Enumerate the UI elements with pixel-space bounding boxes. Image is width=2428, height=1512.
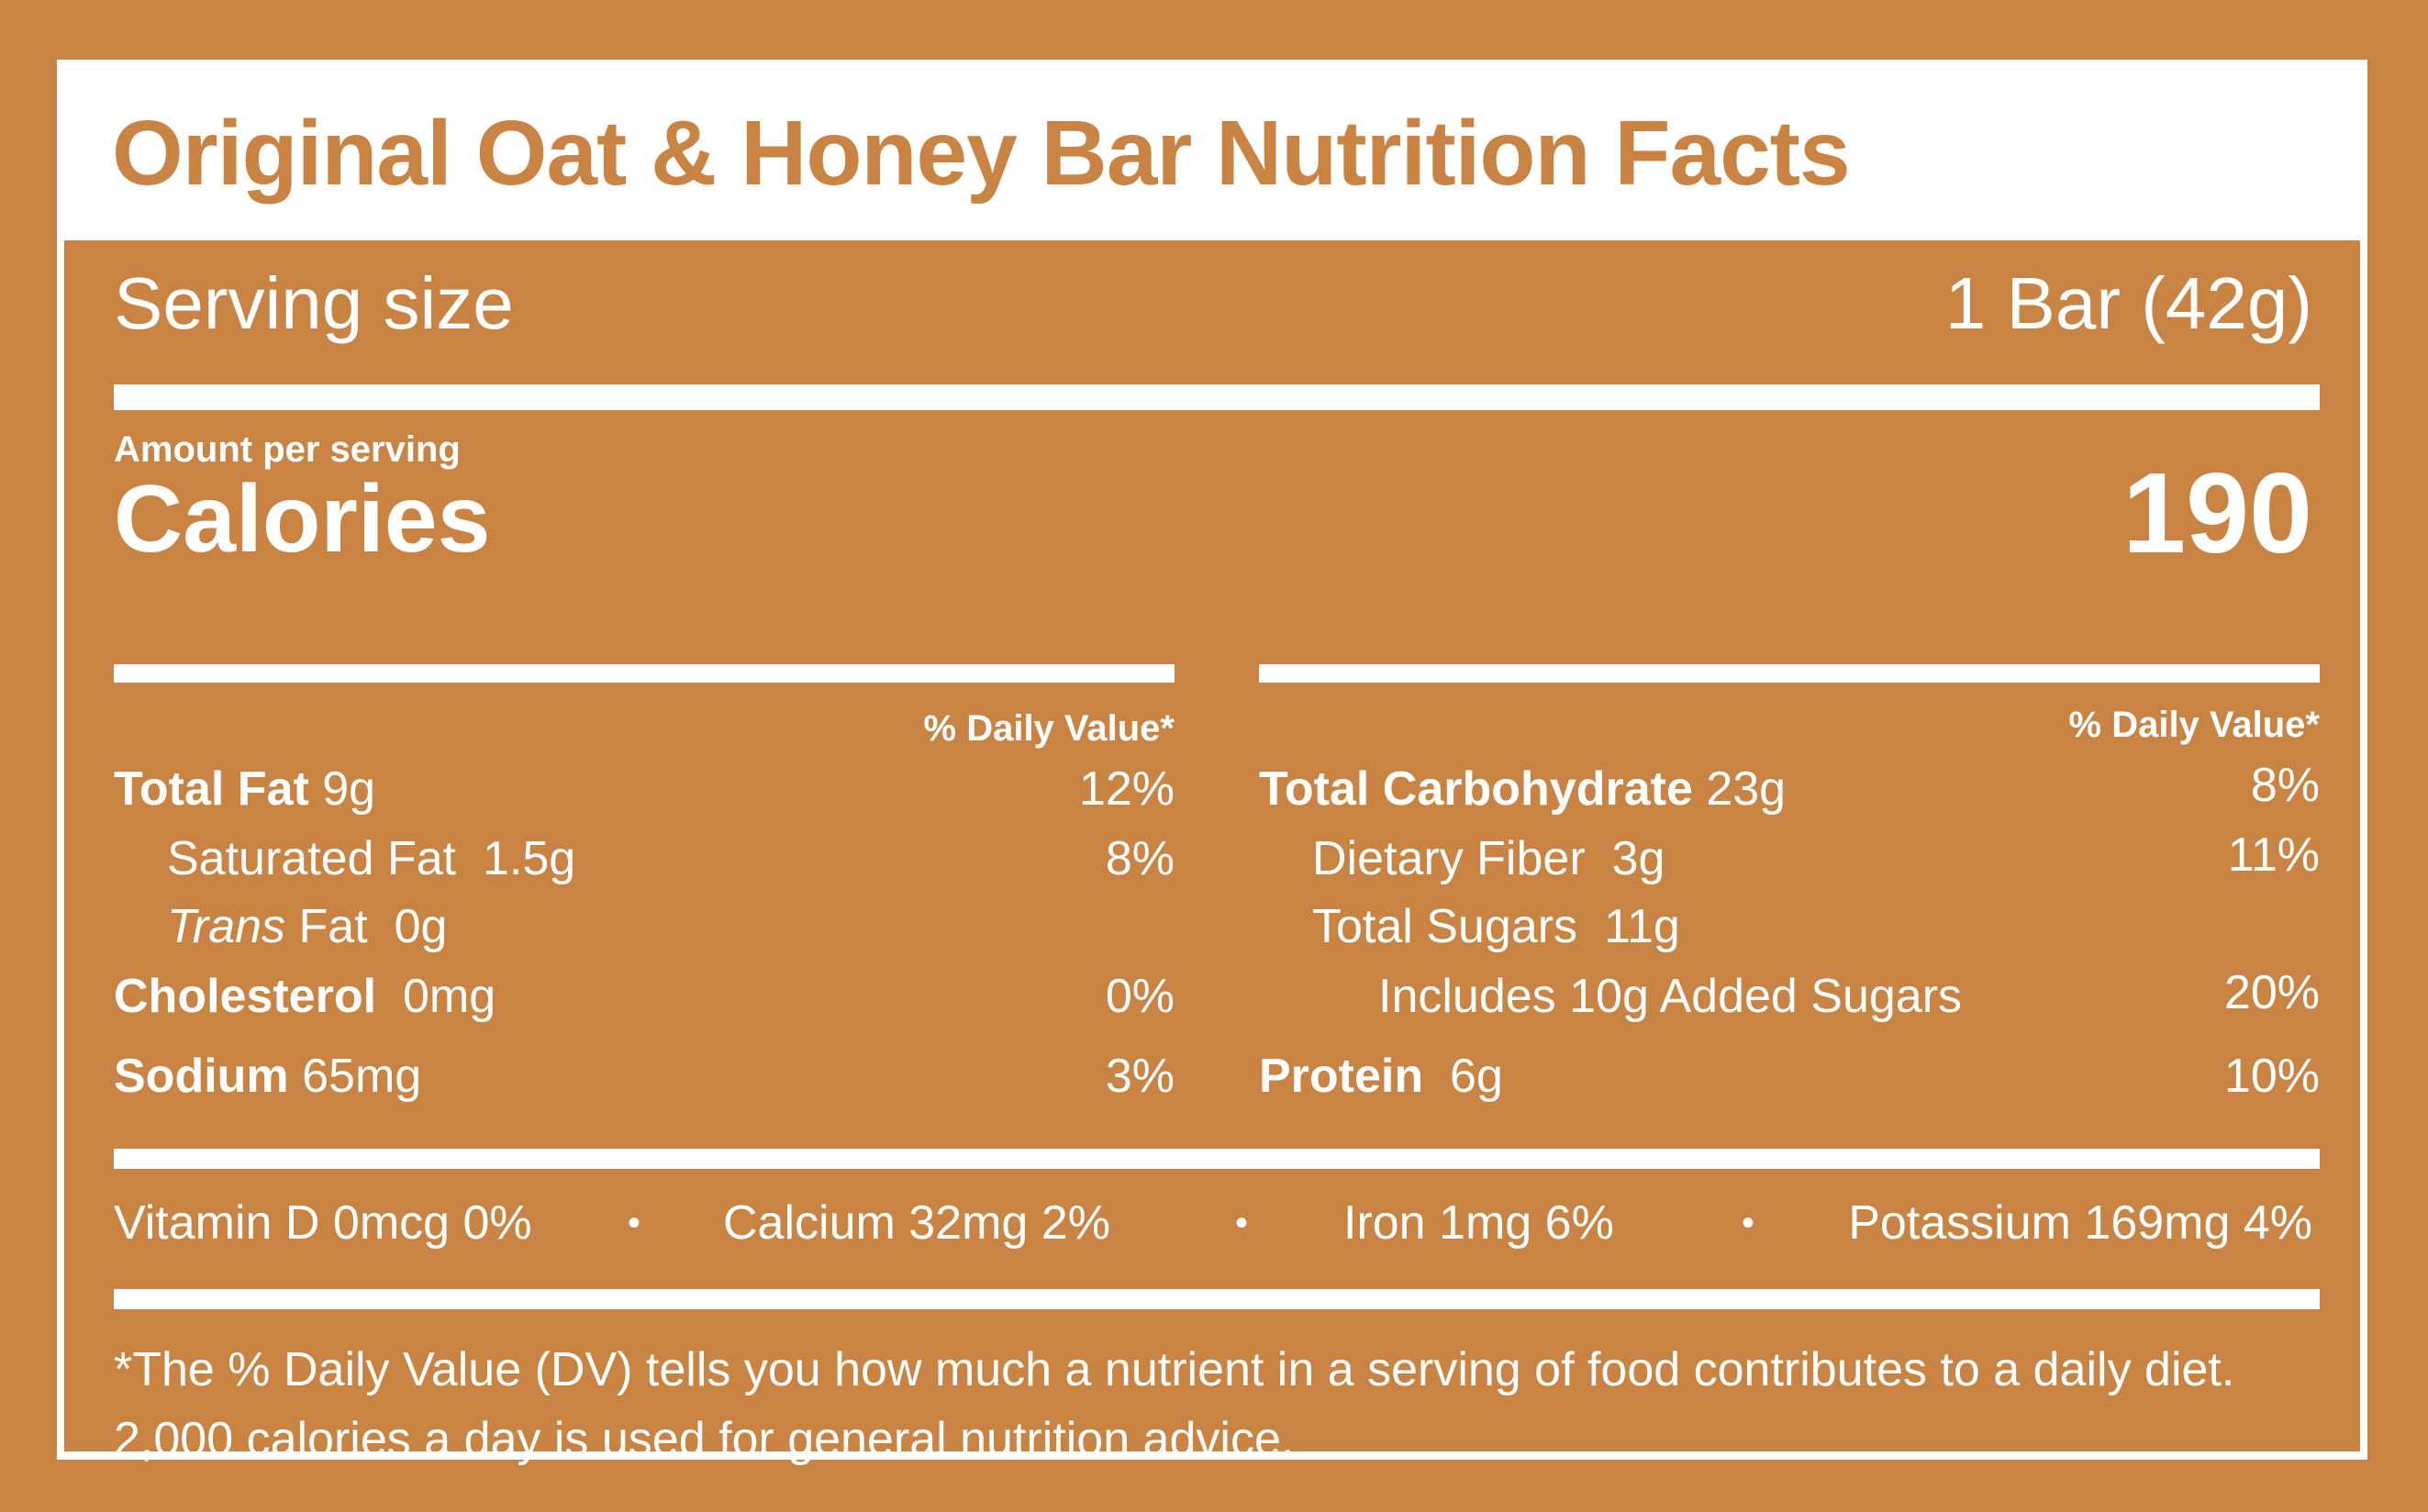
total-fat-label: Total Fat	[114, 762, 309, 816]
left-column-divider	[114, 664, 1175, 683]
protein-label: Protein	[1259, 1050, 1424, 1103]
saturated-fat-label: Saturated Fat	[167, 832, 457, 885]
dietary-fiber-label: Dietary Fiber	[1312, 832, 1586, 885]
vitamin-d-item: Vitamin D 0mcg 0%	[114, 1196, 532, 1250]
serving-size-value: 1 Bar (42g)	[1944, 262, 2312, 344]
trans-fat-label: Fat	[298, 900, 368, 953]
protein-dv: 10%	[2223, 1050, 2320, 1103]
nutrition-panel: Serving size 1 Bar (42g) Amount per serv…	[64, 240, 2360, 1466]
total-carbohydrate-amount: 23g	[1706, 762, 1787, 816]
total-carbohydrate-row: Total Carbohydrate 23g	[1259, 762, 1786, 817]
trans-fat-row: Trans Fat 0g	[167, 899, 447, 954]
added-sugars-label: Includes 10g Added Sugars	[1378, 970, 1963, 1023]
daily-value-header-left: % Daily Value*	[923, 708, 1175, 749]
separator-dot: •	[1742, 1203, 1755, 1243]
total-sugars-label: Total Sugars	[1312, 900, 1578, 953]
serving-size-label: Serving size	[114, 262, 514, 344]
saturated-fat-amount: 1.5g	[482, 832, 576, 885]
dietary-fiber-amount: 3g	[1611, 832, 1665, 885]
protein-row: Protein 6g	[1259, 1049, 1503, 1104]
amount-per-serving-label: Amount per serving	[114, 429, 461, 470]
trans-fat-amount: 0g	[394, 900, 448, 953]
calories-value: 190	[2122, 450, 2312, 577]
cholesterol-row: Cholesterol 0mg	[114, 969, 496, 1024]
dietary-fiber-dv: 11%	[2227, 828, 2320, 882]
total-fat-row: Total Fat 9g	[114, 762, 375, 817]
total-sugars-amount: 11g	[1603, 900, 1680, 953]
footnote-divider	[114, 1289, 2320, 1309]
sodium-label: Sodium	[114, 1050, 289, 1103]
added-sugars-dv: 20%	[2223, 966, 2320, 1019]
protein-amount: 6g	[1450, 1050, 1503, 1103]
calories-label: Calories	[114, 466, 491, 573]
thick-divider	[114, 384, 2320, 410]
separator-dot: •	[1235, 1203, 1249, 1243]
minerals-top-divider	[114, 1149, 2320, 1169]
cholesterol-label: Cholesterol	[114, 970, 377, 1023]
calcium-item: Calcium 32mg 2%	[723, 1196, 1110, 1250]
label-frame: Original Oat & Honey Bar Nutrition Facts…	[57, 60, 2367, 1466]
separator-dot: •	[628, 1203, 641, 1243]
page-title: Original Oat & Honey Bar Nutrition Facts	[112, 102, 1851, 205]
sodium-row: Sodium 65mg	[114, 1049, 421, 1104]
daily-value-header-right: % Daily Value*	[2068, 705, 2320, 745]
total-fat-amount: 9g	[322, 762, 376, 816]
potassium-item: Potassium 169mg 4%	[1848, 1196, 2312, 1250]
saturated-fat-row: Saturated Fat 1.5g	[167, 831, 575, 886]
iron-item: Iron 1mg 6%	[1343, 1196, 1614, 1250]
total-sugars-row: Total Sugars 11g	[1312, 899, 1680, 954]
cholesterol-amount: 0mg	[402, 970, 496, 1023]
sodium-dv: 3%	[1105, 1050, 1175, 1103]
right-column-divider	[1259, 664, 2320, 683]
total-carbohydrate-dv: 8%	[2250, 759, 2320, 812]
trans-fat-italic-label: Trans	[167, 900, 286, 953]
footnote: *The % Daily Value (DV) tells you how mu…	[114, 1343, 2235, 1466]
cholesterol-dv: 0%	[1105, 970, 1175, 1023]
total-carbohydrate-label: Total Carbohydrate	[1259, 762, 1693, 816]
dietary-fiber-row: Dietary Fiber 3g	[1312, 831, 1665, 886]
saturated-fat-dv: 8%	[1105, 832, 1175, 885]
total-fat-dv: 12%	[1078, 762, 1175, 816]
sodium-amount: 65mg	[302, 1050, 422, 1103]
